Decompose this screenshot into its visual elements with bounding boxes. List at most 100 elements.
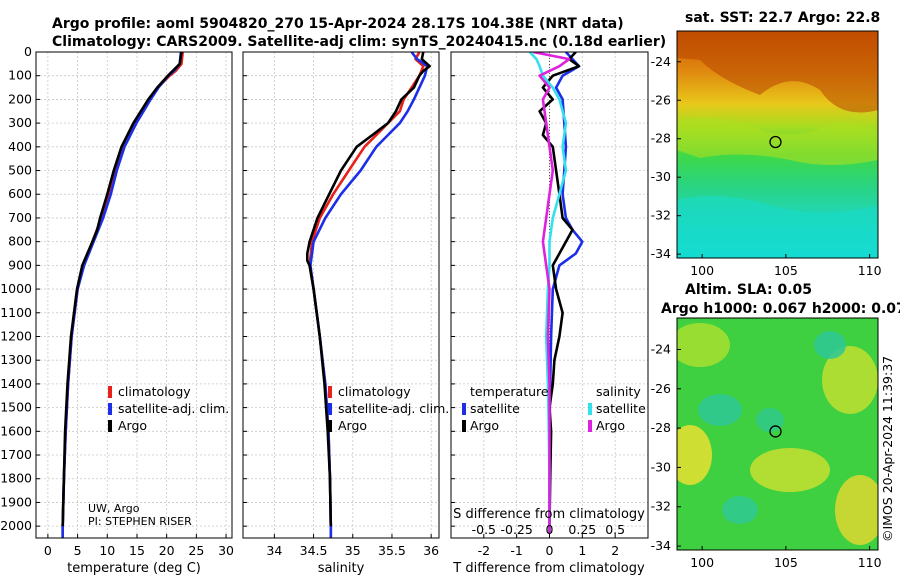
lat-tick-label: -32 <box>651 499 671 514</box>
difference-panel: -2 -1 0 1 2 T difference from climatology S di… <box>450 51 649 576</box>
y-tick-label: 900 <box>8 257 32 272</box>
series-argo <box>61 52 183 527</box>
x-tick-label: 1 <box>578 543 586 558</box>
front-patch <box>677 117 878 165</box>
x-tick-label: 35 <box>345 543 361 558</box>
legend-argo-label: Argo <box>118 418 147 433</box>
legend-climatology-label: climatology <box>338 384 411 399</box>
sla-map-title: Altim. SLA: 0.05 <box>685 282 812 298</box>
sla-high-patch <box>677 323 730 367</box>
lat-tick-label: -24 <box>651 341 671 356</box>
x-tick-label: 5 <box>74 543 82 558</box>
x-axis-label: temperature (deg C) <box>67 561 201 576</box>
credit-line-2: PI: STEPHEN RISER <box>88 515 192 528</box>
x-axis-label: salinity <box>318 561 365 576</box>
title-line-2: Climatology: CARS2009. Satellite-adj cli… <box>52 34 666 50</box>
x-axis-label: T difference from climatology <box>452 561 645 576</box>
y-tick-label: 100 <box>8 68 32 83</box>
x2-tick-label: 0 <box>546 522 554 537</box>
legend-swatch-argo <box>328 420 332 432</box>
sla-low-patch <box>814 331 846 359</box>
lat-tick-label: -26 <box>651 381 671 396</box>
y-tick-label: 1300 <box>0 352 32 367</box>
y-tick-label: 800 <box>8 234 32 249</box>
salinity-panel: 34 34.5 35 35.5 36 salinity <box>242 51 440 576</box>
lon-tick-label: 100 <box>690 263 714 278</box>
x-tick-label: 34 <box>266 543 282 558</box>
temperature-legend: climatology satellite-adj. clim. Argo <box>108 384 229 433</box>
sla-high-patch <box>750 448 830 492</box>
plot-frame <box>242 51 440 539</box>
argo-location-marker[interactable] <box>769 135 782 149</box>
lat-tick-label: -24 <box>651 54 671 69</box>
lat-tick-label: -26 <box>651 92 671 107</box>
lon-tick-label: 105 <box>774 555 798 570</box>
lat-tick-label: -32 <box>651 208 671 223</box>
x2-tick-label: 0.25 <box>568 522 596 537</box>
x-tick-label: 10 <box>99 543 115 558</box>
lon-tick-label: 110 <box>858 263 882 278</box>
sla-high-patch <box>822 346 878 414</box>
x2-tick-label: -0.5 <box>472 522 496 537</box>
plot-frame <box>35 51 233 539</box>
x-tick-label: -1 <box>510 543 522 558</box>
series-climatology <box>308 52 425 538</box>
series-argo <box>305 52 431 527</box>
y-tick-label: 1800 <box>0 471 32 486</box>
sla-high-patch <box>677 425 712 485</box>
legend-swatch-climatology <box>328 386 332 398</box>
lon-tick-label: 110 <box>858 555 882 570</box>
legend-temp-satellite-label: satellite <box>470 401 520 416</box>
x-tick-label: 0 <box>44 543 52 558</box>
y-tick-label: 500 <box>8 163 32 178</box>
title-line-1: Argo profile: aoml 5904820_270 15-Apr-20… <box>52 16 624 32</box>
series-climatology <box>61 52 184 538</box>
y-tick-label: 1900 <box>0 494 32 509</box>
sst-map-title: sat. SST: 22.7 Argo: 22.8 <box>685 10 880 26</box>
legend-satellite-label: satellite-adj. clim. <box>118 401 229 416</box>
sla-map[interactable] <box>668 318 885 550</box>
y-tick-label: 700 <box>8 210 32 225</box>
y-tick-label: 1400 <box>0 376 32 391</box>
y-tick-label: 2000 <box>0 518 32 533</box>
lon-tick-label: 100 <box>690 555 714 570</box>
series-satellite-adj-clim- <box>61 52 183 538</box>
x-tick-label: 34.5 <box>300 543 328 558</box>
lon-tick-label: 105 <box>774 263 798 278</box>
y-tick-label: 1500 <box>0 400 32 415</box>
temperature-panel: 0 5 10 15 20 25 30 temperature (deg C) 0 100 200 30… <box>0 44 234 576</box>
legend-swatch-climatology <box>108 386 112 398</box>
x-tick-label: 20 <box>159 543 175 558</box>
map-frame <box>676 30 879 259</box>
legend-temperature-heading: temperature <box>470 384 549 399</box>
lat-tick-label: -28 <box>651 131 671 146</box>
x-tick-label: 0 <box>546 543 554 558</box>
sst-map[interactable] <box>677 31 878 258</box>
salinity-legend: climatology satellite-adj. clim. Argo <box>328 384 449 433</box>
difference-legend: temperature satellite Argo salinity sate… <box>462 384 646 433</box>
x-tick-label: 36 <box>423 543 439 558</box>
y-tick-label: 300 <box>8 115 32 130</box>
sla-map-axes: 100 105 110 -24 -26 -28 -30 -32 -34 <box>651 317 882 570</box>
legend-satellite-label: satellite-adj. clim. <box>338 401 449 416</box>
lat-tick-label: -30 <box>651 169 671 184</box>
y-tick-label: 600 <box>8 186 32 201</box>
sla-low-patch <box>698 394 742 426</box>
cool-water-patch <box>677 196 878 258</box>
warm-water-patch <box>677 31 878 113</box>
imos-watermark: ©IMOS 20-Apr-2024 11:39:37 <box>880 356 895 542</box>
series-salinity-satellite <box>528 52 568 534</box>
lat-tick-label: -34 <box>651 246 671 261</box>
y-tick-label: 200 <box>8 91 32 106</box>
legend-swatch-sal-argo <box>588 420 592 432</box>
lat-tick-label: -28 <box>651 420 671 435</box>
credit-line-1: UW, Argo <box>88 502 140 515</box>
legend-swatch-sal-satellite <box>588 403 592 415</box>
sst-map-axes: 100 105 110 -24 -26 -28 -30 -32 -34 <box>651 30 882 278</box>
y-tick-label: 1600 <box>0 423 32 438</box>
y-tick-label: 1100 <box>0 305 32 320</box>
argo-location-marker[interactable] <box>769 425 782 438</box>
y-tick-label: 1700 <box>0 447 32 462</box>
x-tick-label: 15 <box>129 543 145 558</box>
